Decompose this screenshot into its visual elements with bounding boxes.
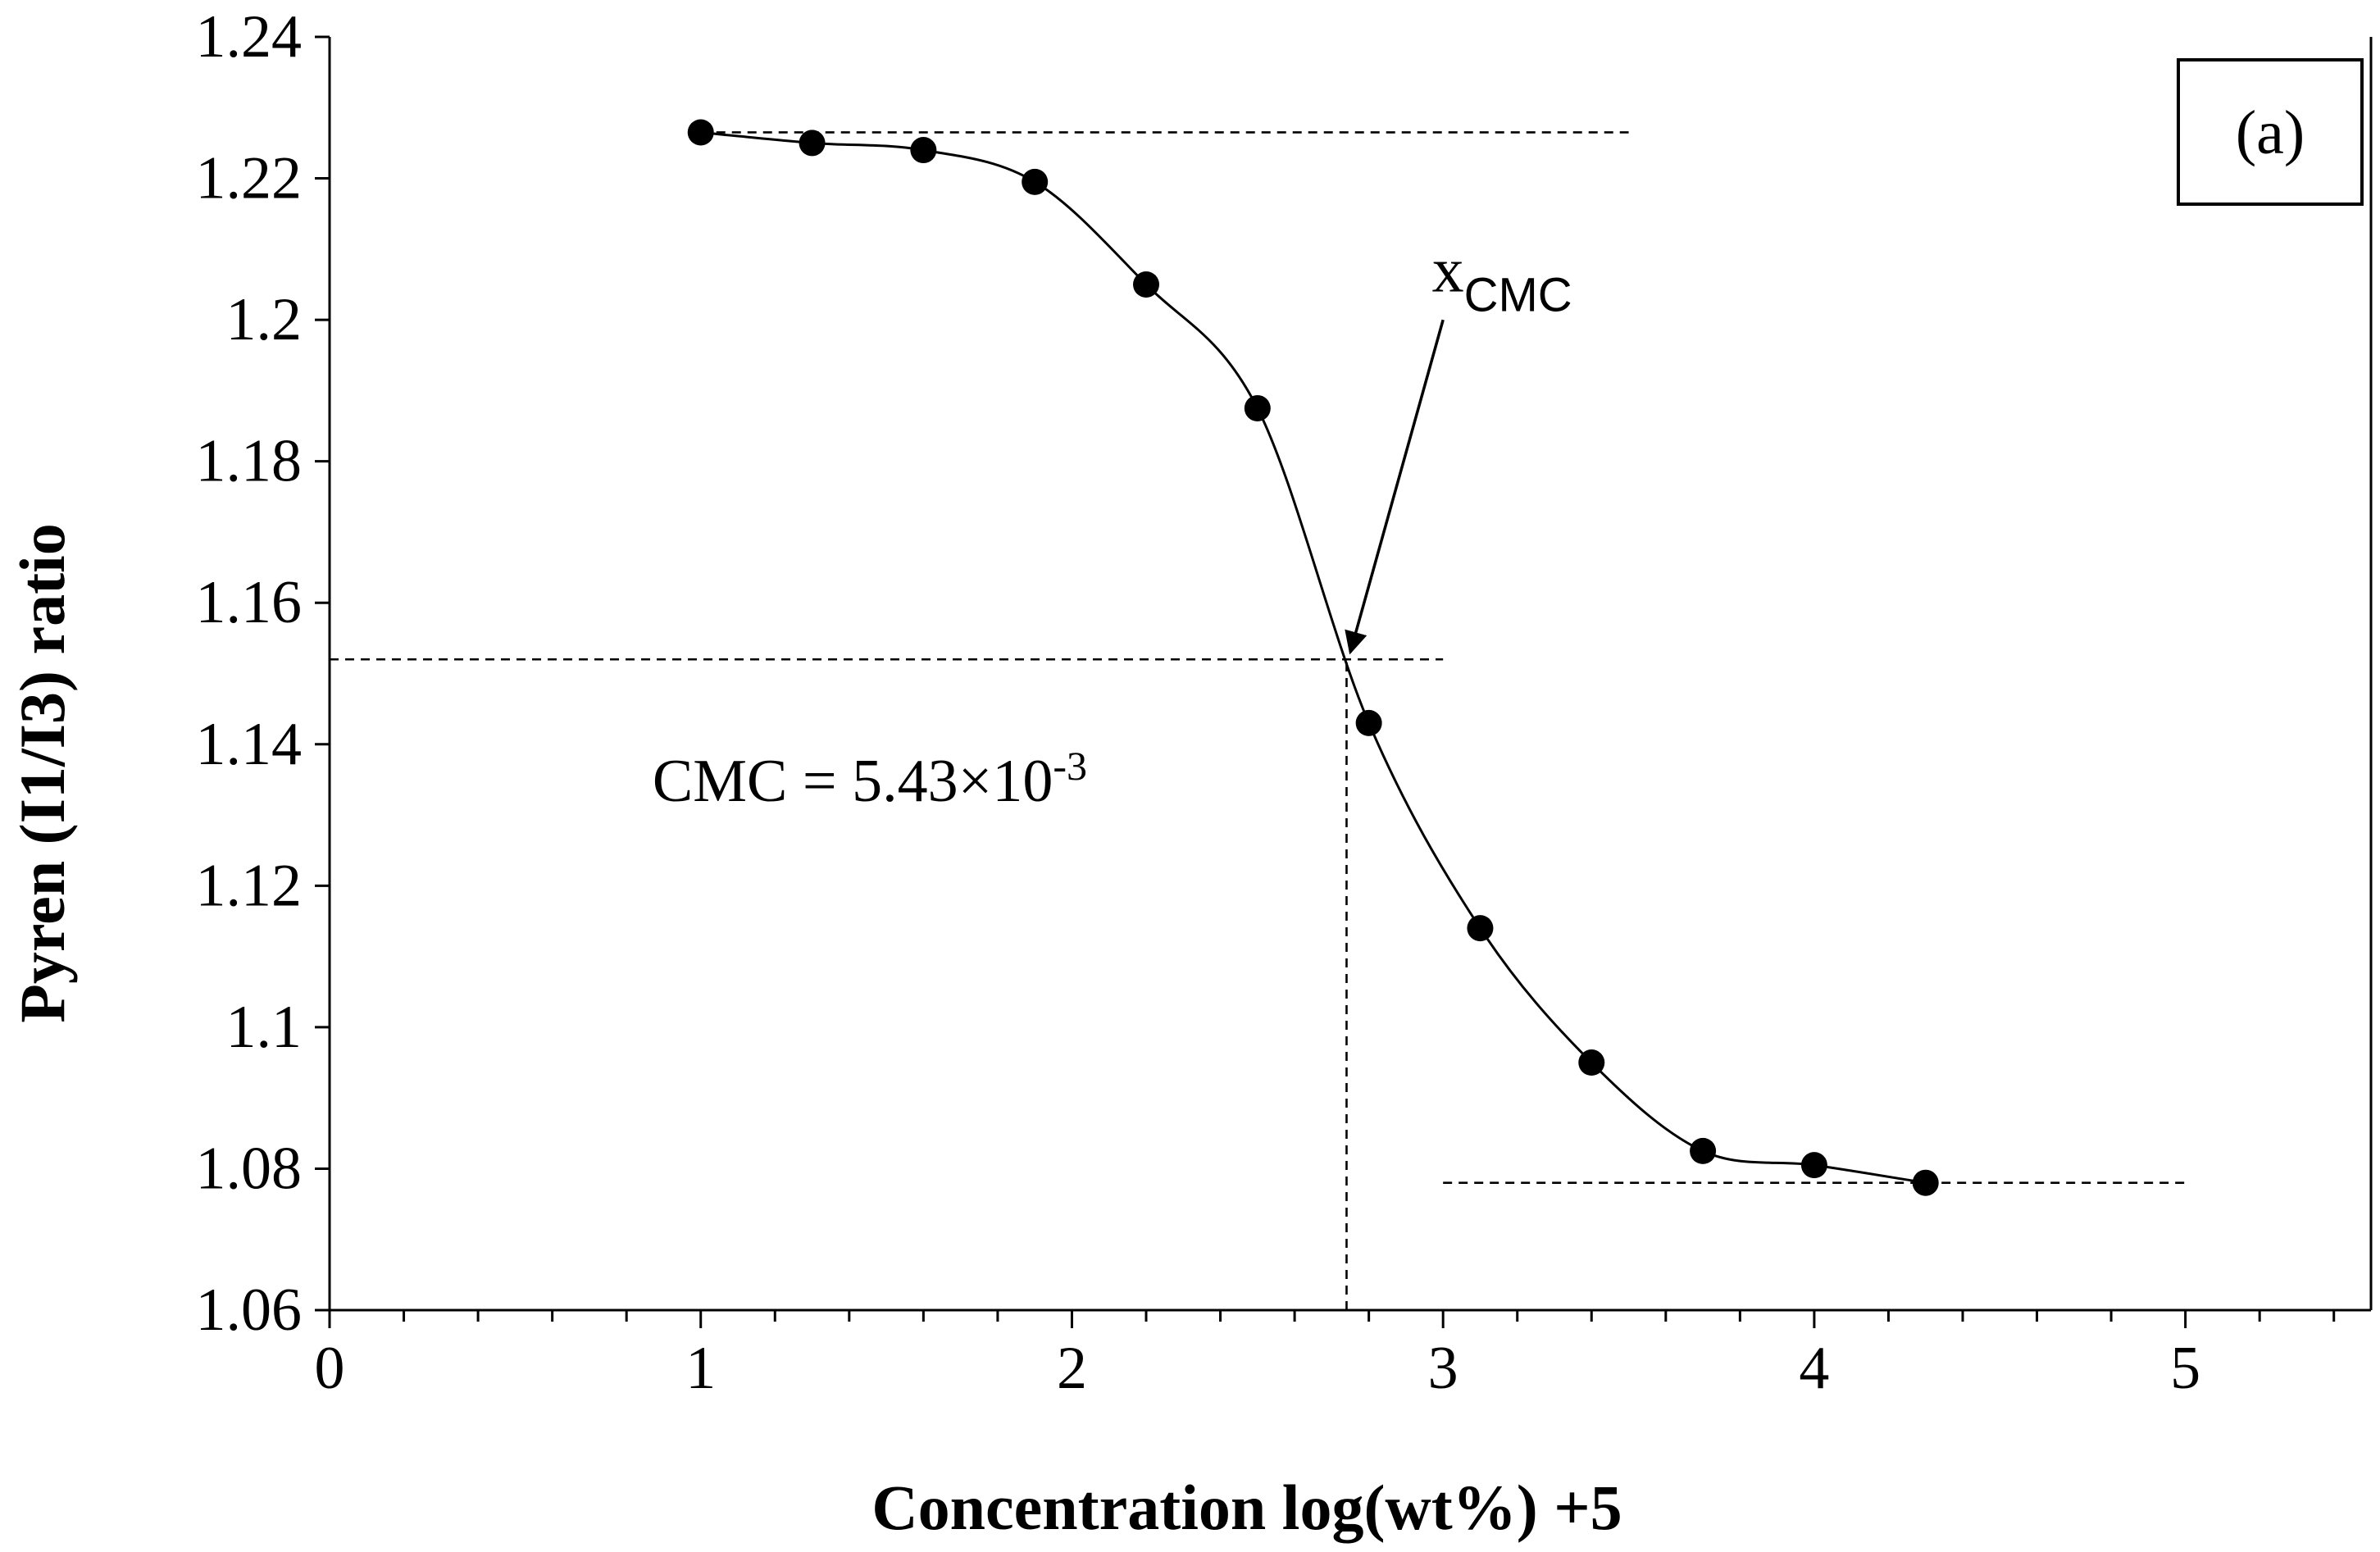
y-axis-title: Pyren (I1/I3) ratio <box>7 523 78 1022</box>
y-ticks: 1.06 1.08 1.1 1.12 1.14 1.16 1.18 1.2 1.22 1.24 <box>196 3 330 1344</box>
y-tick-label: 1.14 <box>196 711 303 778</box>
panel-label: (a) <box>2236 98 2305 167</box>
x-tick-label: 5 <box>2170 1335 2200 1402</box>
y-tick-label: 1.06 <box>196 1277 303 1344</box>
y-tick-label: 1.22 <box>196 145 303 212</box>
panel-label-box: (a) <box>2177 58 2364 206</box>
data-point <box>1133 271 1159 298</box>
xcmc-label: xCMC <box>1432 234 1572 322</box>
data-points <box>687 119 1939 1196</box>
x-tick-label: 1 <box>685 1335 716 1402</box>
data-point <box>1467 915 1494 942</box>
cmc-arrow <box>1345 319 1445 655</box>
xcmc-subscript: CMC <box>1464 269 1572 322</box>
y-tick-label: 1.18 <box>196 428 303 495</box>
data-point <box>799 130 826 157</box>
cmc-value-exponent: -3 <box>1053 743 1087 789</box>
y-tick-label: 1.12 <box>196 852 303 919</box>
data-point <box>910 137 937 164</box>
xcmc-main: x <box>1432 234 1464 306</box>
fit-curve <box>700 130 1926 1185</box>
axes <box>328 37 2373 1312</box>
x-axis-title: Concentration log(wt%) +5 <box>871 1472 1622 1543</box>
data-point <box>1912 1169 1939 1196</box>
y-tick-label: 1.1 <box>226 994 303 1061</box>
x-tick-label: 0 <box>315 1335 345 1402</box>
x-ticks: 0 1 2 3 4 5 <box>315 1310 2336 1402</box>
cmc-value-label: CMC = 5.43×10-3 <box>653 743 1087 815</box>
data-point <box>1690 1137 1717 1164</box>
y-tick-label: 1.2 <box>226 286 303 353</box>
data-point <box>1244 394 1271 421</box>
data-point <box>1022 168 1049 195</box>
x-tick-label: 4 <box>1799 1335 1829 1402</box>
cmc-value-prefix: CMC = 5.43×10 <box>653 748 1053 815</box>
data-point <box>1578 1049 1605 1076</box>
y-tick-label: 1.24 <box>196 3 303 71</box>
x-tick-label: 2 <box>1057 1335 1087 1402</box>
y-tick-label: 1.08 <box>196 1135 303 1202</box>
data-point <box>1800 1152 1827 1179</box>
y-tick-label: 1.16 <box>196 569 303 636</box>
reference-lines <box>330 131 2186 1310</box>
data-point <box>687 119 714 146</box>
x-tick-label: 3 <box>1428 1335 1458 1402</box>
data-point <box>1355 709 1382 736</box>
